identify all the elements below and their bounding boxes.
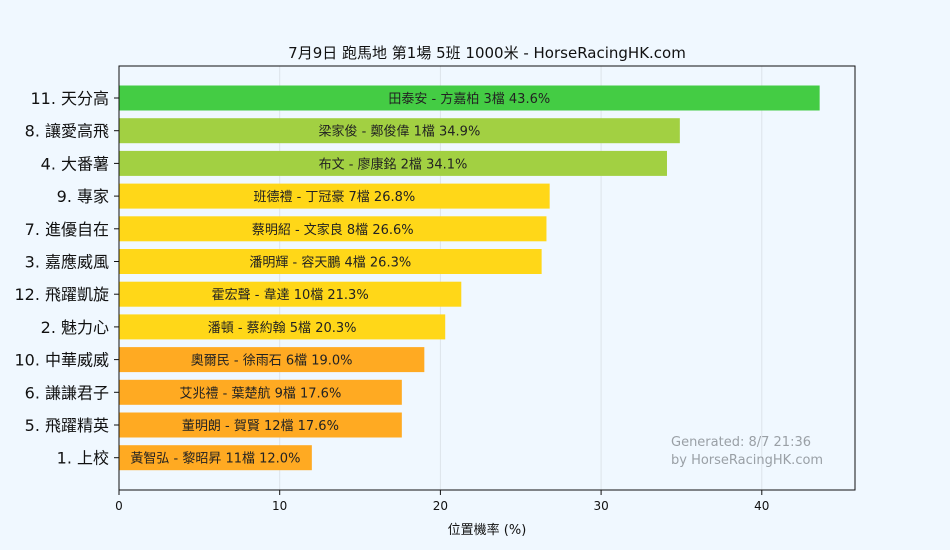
bar-10 — [119, 379, 402, 405]
category-label-8: 2. 魅力心 — [41, 318, 109, 337]
x-tick-label-1: 10 — [272, 499, 287, 513]
category-label-7: 12. 飛躍凱旋 — [14, 285, 109, 304]
category-label-5: 7. 進優自在 — [25, 220, 109, 239]
category-label-10: 6. 謙謙君子 — [25, 383, 109, 402]
category-label-4: 9. 專家 — [57, 187, 109, 206]
bar-label-2: 梁家俊 - 鄭俊偉 1檔 34.9% — [319, 124, 481, 140]
bar-label-11: 董明朗 - 賀賢 12檔 17.6% — [182, 419, 339, 434]
chart-title: 7月9日 跑馬地 第1場 5班 1000米 - HorseRacingHK.co… — [288, 44, 686, 62]
bar-label-3: 布文 - 廖康銘 2檔 34.1% — [319, 156, 468, 172]
bar-8 — [119, 314, 446, 340]
plot-frame — [118, 65, 856, 491]
bar-labels-group: 田泰安 - 方嘉柏 3檔 43.6% 梁家俊 - 鄭俊偉 1檔 34.9% 布文 -… — [130, 91, 550, 467]
x-tick-label-0: 0 — [115, 499, 123, 513]
bar-12 — [119, 445, 312, 471]
category-label-9: 10. 中華威威 — [14, 351, 109, 370]
x-axis-label: 位置機率 (%) — [448, 522, 527, 538]
bar-label-1: 田泰安 - 方嘉柏 3檔 43.6% — [388, 91, 550, 107]
bar-1 — [119, 85, 820, 111]
bar-5 — [119, 216, 547, 242]
bars-group — [119, 85, 820, 471]
bar-4 — [119, 183, 550, 209]
bar-7 — [119, 281, 462, 307]
bar-label-4: 班德禮 - 丁冠豪 7檔 26.8% — [253, 189, 415, 205]
bar-9 — [119, 347, 425, 373]
bar-label-8: 潘頓 - 蔡約翰 5檔 20.3% — [208, 321, 357, 336]
bar-label-7: 霍宏聲 - 韋達 10檔 21.3% — [212, 287, 369, 303]
bar-label-5: 蔡明紹 - 文家良 8檔 26.6% — [252, 222, 414, 238]
watermark-site: by HorseRacingHK.com — [671, 453, 823, 468]
category-label-12: 1. 上校 — [57, 449, 109, 468]
category-label-1: 11. 天分高 — [30, 89, 109, 108]
x-tick-label-4: 40 — [754, 499, 769, 513]
bar-label-10: 艾兆禮 - 葉楚航 9檔 17.6% — [180, 385, 342, 401]
bar-2 — [119, 118, 680, 144]
category-label-11: 5. 飛躍精英 — [25, 416, 109, 435]
bar-label-9: 奧爾民 - 徐雨石 6檔 19.0% — [191, 354, 353, 369]
bar-label-6: 潘明輝 - 容天鵬 4檔 26.3% — [249, 255, 411, 271]
category-label-3: 4. 大番薯 — [41, 154, 109, 173]
x-tick-label-3: 30 — [593, 499, 608, 513]
bar-label-12: 黃智弘 - 黎昭昇 11檔 12.0% — [130, 452, 300, 467]
x-ticks-group: 0 10 20 30 40 — [115, 490, 769, 513]
x-tick-label-2: 20 — [433, 499, 448, 513]
bar-3 — [119, 150, 667, 176]
category-labels-group: 11. 天分高 8. 讓愛高飛 4. 大番薯 9. 專家 7. 進優自在 3. 嘉應威風 1… — [14, 89, 119, 468]
bar-11 — [119, 412, 402, 438]
category-label-6: 3. 嘉應威風 — [25, 253, 109, 272]
bar-6 — [119, 249, 542, 274]
watermark-generated: Generated: 8/7 21:36 — [671, 435, 811, 450]
category-label-2: 8. 讓愛高飛 — [25, 122, 109, 141]
